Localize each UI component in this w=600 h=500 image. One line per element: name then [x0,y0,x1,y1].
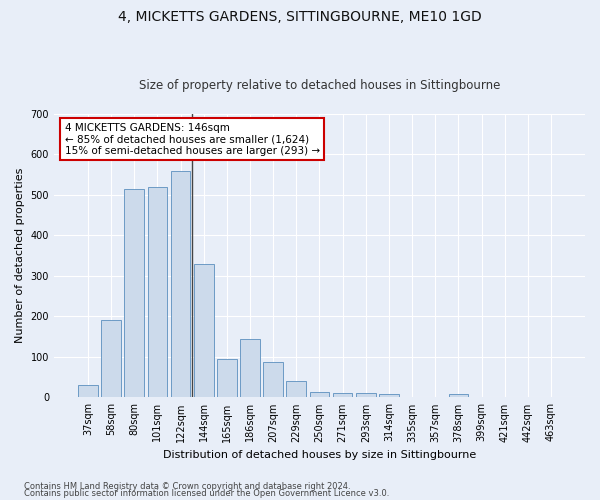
X-axis label: Distribution of detached houses by size in Sittingbourne: Distribution of detached houses by size … [163,450,476,460]
Text: 4, MICKETTS GARDENS, SITTINGBOURNE, ME10 1GD: 4, MICKETTS GARDENS, SITTINGBOURNE, ME10… [118,10,482,24]
Title: Size of property relative to detached houses in Sittingbourne: Size of property relative to detached ho… [139,79,500,92]
Bar [333,394,352,398]
Y-axis label: Number of detached properties: Number of detached properties [15,168,25,344]
Bar [217,359,236,398]
Bar [286,381,306,398]
Bar [449,394,468,398]
Text: Contains HM Land Registry data © Crown copyright and database right 2024.: Contains HM Land Registry data © Crown c… [24,482,350,491]
Bar [379,394,399,398]
Bar [310,392,329,398]
Bar [170,170,190,398]
Bar [194,264,214,398]
Bar [101,320,121,398]
Bar [148,187,167,398]
Text: Contains public sector information licensed under the Open Government Licence v3: Contains public sector information licen… [24,489,389,498]
Bar [263,362,283,398]
Bar [124,189,144,398]
Text: 4 MICKETTS GARDENS: 146sqm
← 85% of detached houses are smaller (1,624)
15% of s: 4 MICKETTS GARDENS: 146sqm ← 85% of deta… [65,122,320,156]
Bar [240,338,260,398]
Bar [78,386,98,398]
Bar [356,394,376,398]
